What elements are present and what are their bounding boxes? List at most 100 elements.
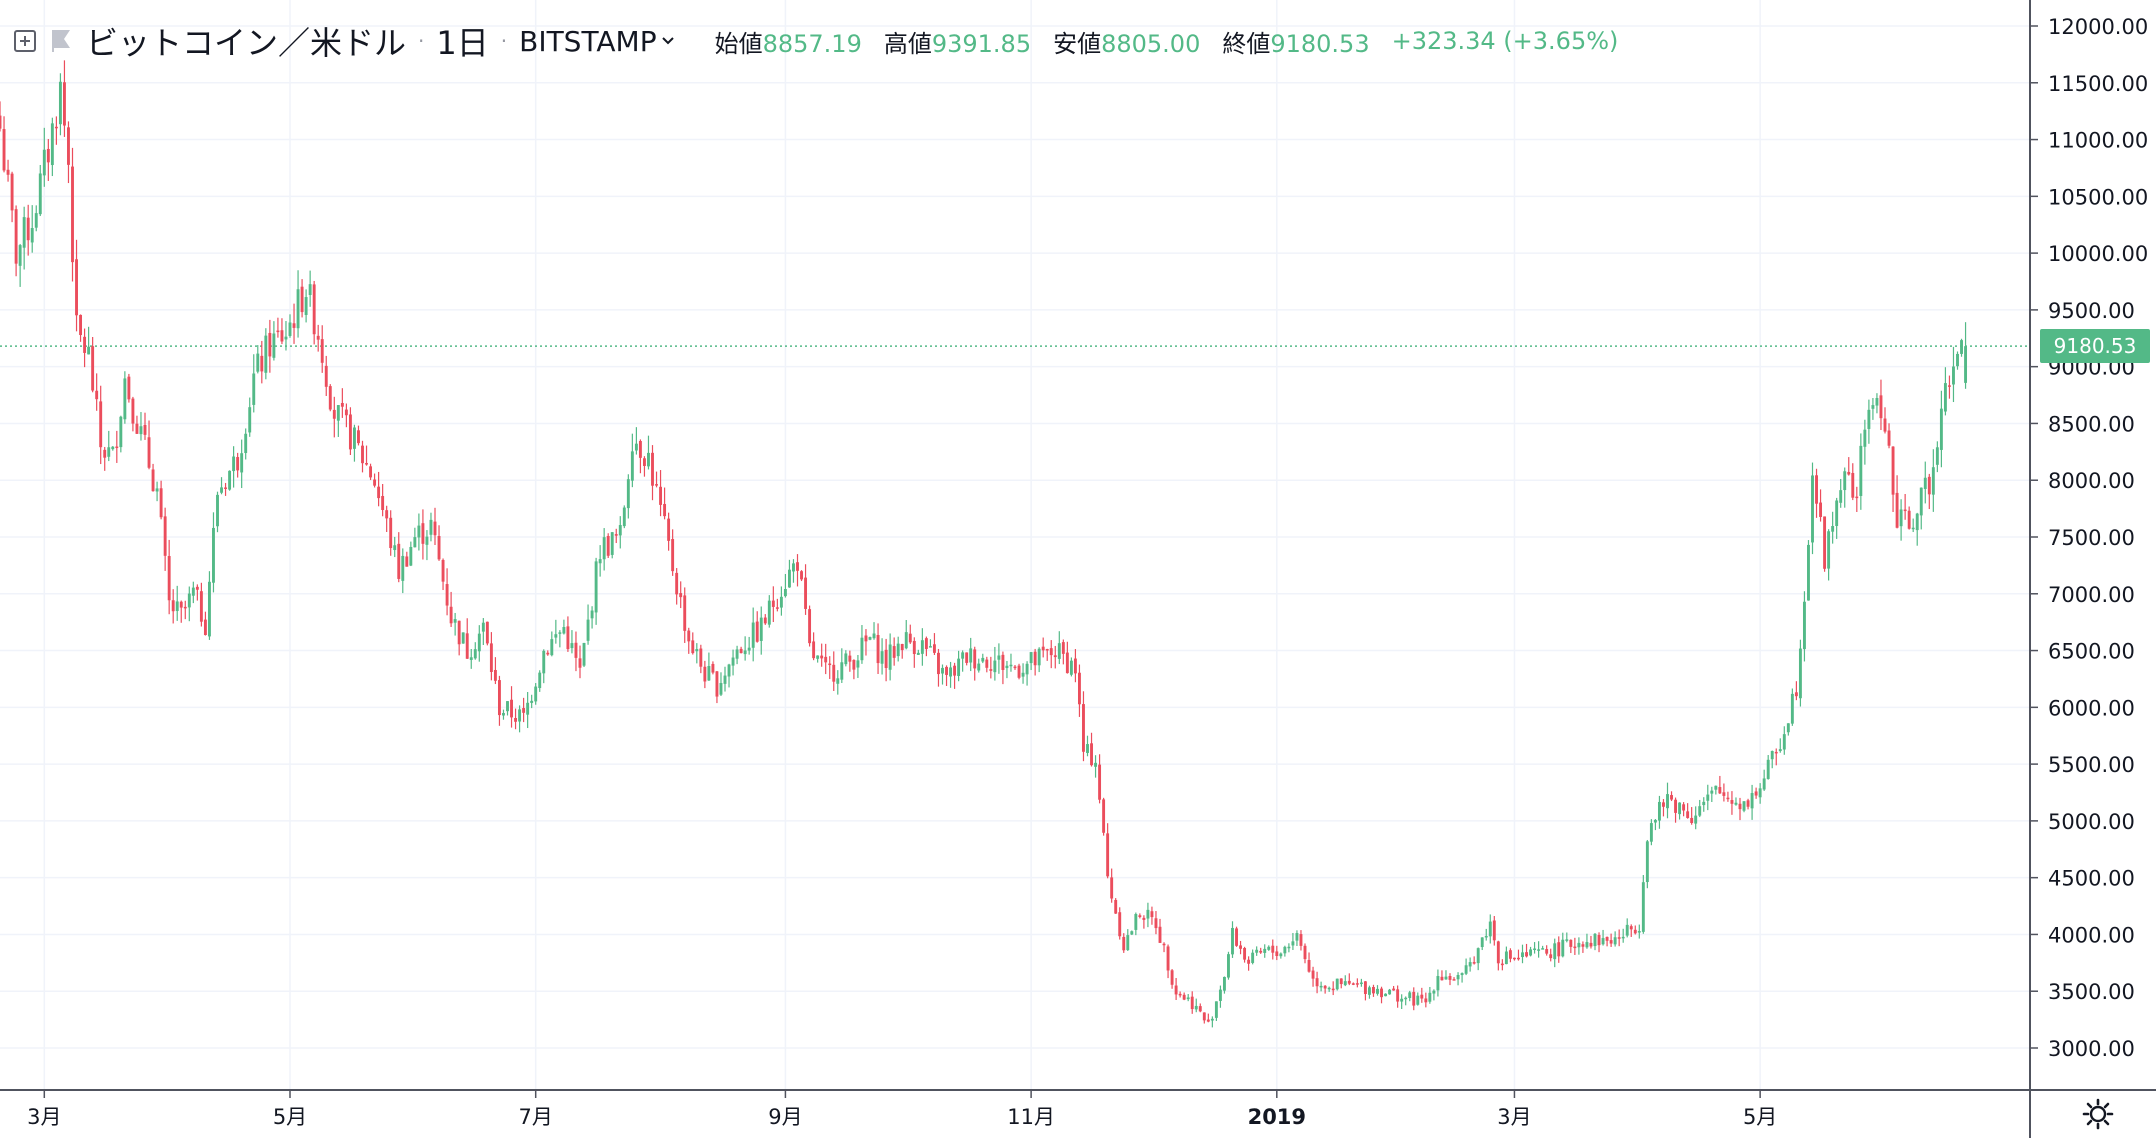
candle-body [332,409,336,419]
candle-body [916,652,920,655]
candle-body [840,662,844,680]
candle-body [965,652,969,663]
candle-body [203,619,207,636]
candle-body [1025,663,1029,675]
flag-icon[interactable] [50,28,74,54]
candle-body [280,330,284,342]
candle-body [1762,778,1766,790]
candle-body [820,655,824,659]
candle-body [1589,942,1593,947]
candle-body [1919,487,1923,516]
candle-body [389,517,393,549]
candle-body [836,678,840,684]
candle-body [775,607,779,609]
candle-body [1154,918,1158,929]
candle-body [1670,795,1673,800]
expand-icon[interactable] [14,30,36,52]
candle-body [1879,395,1883,419]
time-axis-label: 9月 [768,1105,802,1129]
candle-body [880,651,884,664]
candle-body [1778,749,1782,752]
chevron-down-icon[interactable] [661,36,675,46]
candle-body [1529,949,1533,956]
candle-body [167,556,171,601]
candle-body [1372,987,1375,994]
candle-body [493,669,497,681]
candle-body [1033,651,1037,666]
candle-body [888,644,892,670]
candle-body [562,627,566,634]
candle-body [1480,937,1484,948]
exchange-name[interactable]: BITSTAMP [519,24,657,58]
candle-body [1303,945,1307,960]
candle-body [1875,398,1879,406]
candle-body [1311,970,1315,979]
candle-body [912,640,916,655]
candle-body [1279,953,1283,957]
candle-body [735,649,739,659]
candle-body [244,433,248,454]
candle-body [473,649,477,659]
candle-body [771,600,775,607]
price-axis-label: 5000.00 [2048,810,2135,834]
candle-body [1436,976,1440,991]
candle-body [1573,946,1577,949]
candle-body [240,453,244,473]
candle-body [1041,646,1045,651]
candle-body [312,284,316,335]
price-axis-label: 9500.00 [2048,299,2135,323]
candle-body [1460,973,1464,976]
candle-body [638,440,642,458]
candle-body [1802,601,1806,650]
candle-body [1452,979,1456,981]
candle-body [1819,502,1823,517]
candle-body [1472,962,1476,964]
candle-body [783,589,787,597]
candle-body [54,126,58,129]
candle-body [614,534,618,536]
candle-body [1581,944,1585,947]
candle-body [812,641,816,659]
candle-body [1114,899,1118,914]
candle-body [1239,945,1243,949]
price-axis-label: 5500.00 [2048,753,2135,777]
candle-body [739,648,743,654]
candle-body [1355,983,1359,985]
settings-icon[interactable] [2082,1098,2114,1130]
candle-body [626,479,630,509]
candle-body [1166,946,1170,971]
candle-body [1746,800,1750,807]
candle-body [1718,787,1722,794]
candle-body [703,666,707,682]
candles [0,60,1968,1028]
symbol-name[interactable]: ビットコイン／米ドル [86,24,407,62]
candle-body [900,643,904,651]
candle-body [393,545,397,551]
price-axis-label: 4000.00 [2048,923,2135,947]
candle-body [1710,790,1714,794]
candle-body [1094,762,1098,767]
resolution[interactable]: 1日 [436,24,489,62]
candle-body [135,423,139,434]
candle-body [1577,942,1581,948]
candle-body [1512,957,1516,960]
candle-body [1295,933,1299,941]
candle-body [228,470,232,490]
candle-body [763,617,767,624]
candle-body [1730,800,1734,804]
candle-body [1347,980,1351,984]
candle-body [377,486,381,499]
high-label: 高値 [883,29,932,58]
candle-body [433,521,437,536]
candle-body [1077,672,1081,705]
high-value: 9391.85 [931,29,1032,58]
candle-body [1307,959,1311,972]
candle-body [558,632,562,634]
candle-body [856,660,860,668]
candle-body [1782,734,1786,750]
candle-body [1005,665,1009,669]
candle-body [18,245,22,266]
candle-body [1533,948,1537,951]
candle-body [1750,793,1754,809]
